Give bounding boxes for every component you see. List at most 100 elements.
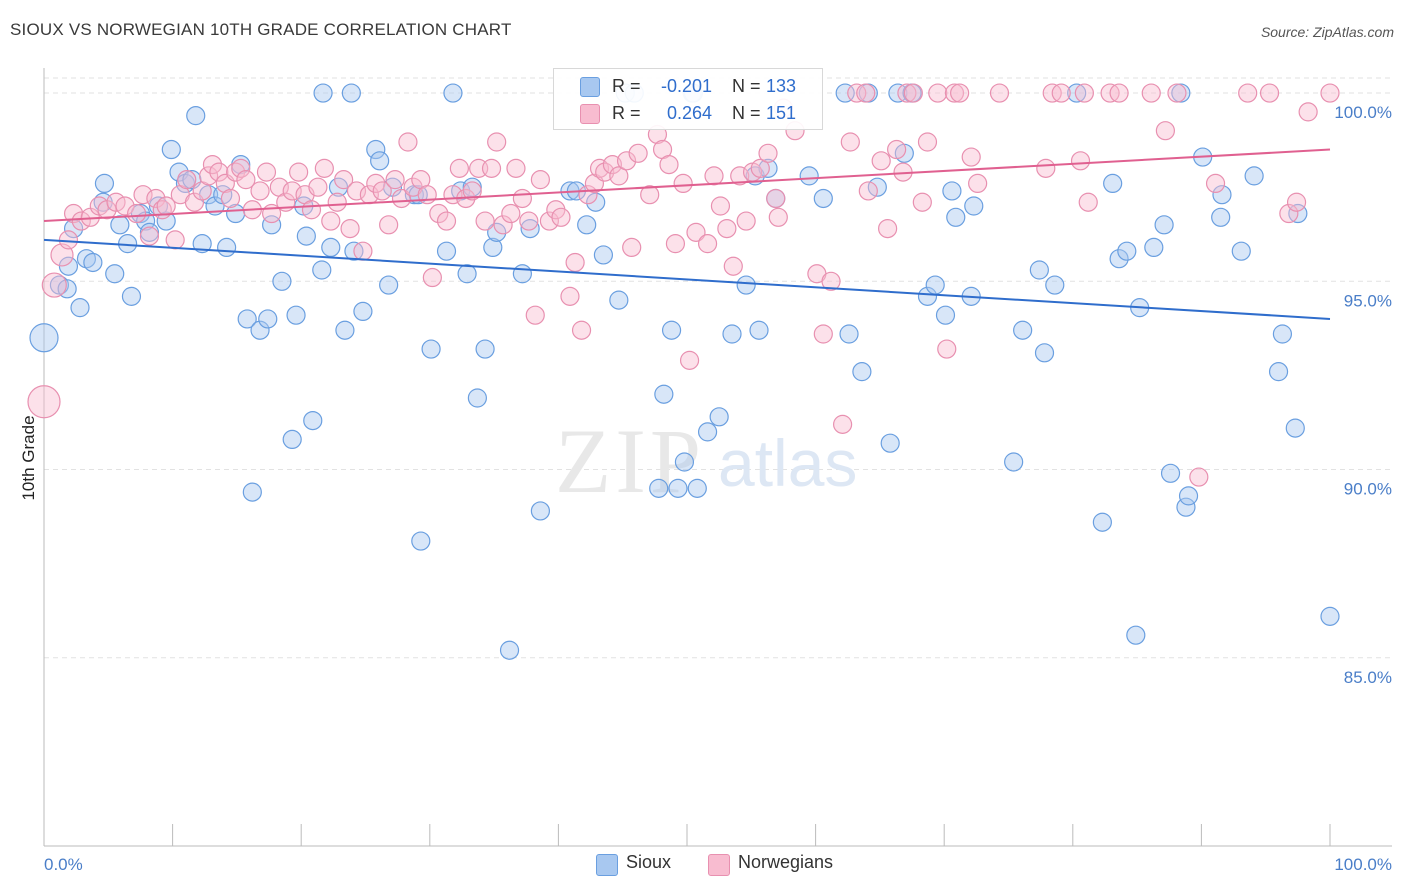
data-point-norwegians <box>717 218 737 239</box>
data-point-sioux <box>83 252 103 273</box>
data-point-sioux <box>709 407 729 427</box>
axes <box>43 68 1392 847</box>
data-point-norwegians <box>308 177 328 197</box>
data-point-norwegians <box>539 211 559 231</box>
data-point-norwegians <box>1286 192 1307 212</box>
data-point-sioux <box>313 83 333 103</box>
data-point-norwegians <box>833 414 853 434</box>
data-point-sioux <box>312 260 332 280</box>
data-point-sioux <box>609 290 629 310</box>
legend-swatch-norwegians <box>580 104 600 124</box>
data-point-norwegians <box>231 158 251 178</box>
data-point-sioux <box>499 640 520 660</box>
watermark-atlas: atlas <box>718 426 857 500</box>
data-point-norwegians <box>525 305 545 325</box>
data-point-norwegians <box>385 170 405 190</box>
data-point-norwegians <box>115 196 135 216</box>
x-tick-label: 100.0% <box>1334 855 1392 874</box>
data-point-sioux <box>1176 497 1196 517</box>
data-point-sioux <box>1045 275 1065 295</box>
data-point-sioux <box>1034 343 1055 363</box>
data-point-sioux <box>303 410 323 431</box>
data-point-norwegians <box>1109 83 1129 103</box>
data-point-sioux <box>1160 463 1181 483</box>
data-point-norwegians <box>1070 151 1091 171</box>
data-point-sioux <box>687 478 707 498</box>
data-point-norwegians <box>1189 467 1209 487</box>
data-point-sioux <box>1013 320 1033 340</box>
data-point-sioux <box>242 482 262 502</box>
data-point-norwegians <box>1320 83 1340 103</box>
data-point-norwegians <box>679 350 700 370</box>
data-point-norwegians <box>1036 158 1056 178</box>
data-point-norwegians <box>301 200 322 220</box>
data-point-norwegians <box>758 143 778 163</box>
legend-n-value: 133 <box>766 76 797 96</box>
data-point-norwegians <box>961 147 981 167</box>
data-point-norwegians <box>565 252 585 273</box>
data-point-norwegians <box>878 218 898 239</box>
data-point-norwegians <box>1167 83 1187 103</box>
data-point-sioux <box>353 301 373 322</box>
data-point-norwegians <box>27 385 61 419</box>
data-point-norwegians <box>917 132 938 152</box>
data-point-sioux <box>722 324 742 344</box>
data-point-norwegians <box>506 158 526 178</box>
data-point-norwegians <box>1051 83 1071 103</box>
legend-swatch-norwegians <box>708 854 730 876</box>
watermark: ZIP atlas <box>555 410 857 512</box>
data-point-sioux <box>186 106 206 126</box>
legend-r-value: 0.264 <box>666 103 712 123</box>
data-point-sioux <box>411 531 431 551</box>
data-point-sioux <box>105 264 125 284</box>
data-point-norwegians <box>622 237 642 258</box>
y-tick-labels: 100.0% 95.0% 90.0% 85.0% <box>1334 103 1392 687</box>
data-point-sioux <box>852 362 872 382</box>
data-point-norwegians <box>50 243 74 267</box>
data-point-sioux <box>942 181 962 201</box>
data-point-sioux <box>577 215 597 235</box>
legend-r-label: R = <box>612 103 641 123</box>
data-point-sioux <box>94 173 115 194</box>
data-point-sioux <box>282 429 302 450</box>
data-point-sioux <box>487 222 507 242</box>
data-point-norwegians <box>697 234 718 254</box>
data-point-sioux <box>258 309 278 329</box>
data-point-sioux <box>379 275 399 295</box>
data-point-sioux <box>835 83 855 103</box>
data-point-sioux <box>1178 486 1199 506</box>
data-point-norwegians <box>256 162 277 182</box>
data-point-sioux <box>593 245 614 265</box>
data-point-norwegians <box>209 162 229 182</box>
data-point-norwegians <box>766 188 786 209</box>
data-point-norwegians <box>989 83 1010 103</box>
data-point-norwegians <box>177 170 197 190</box>
data-point-sioux <box>1004 452 1024 472</box>
data-point-sioux <box>925 275 945 295</box>
data-point-norwegians <box>950 83 970 103</box>
data-point-sioux <box>758 158 778 178</box>
data-point-norwegians <box>665 234 686 254</box>
data-point-sioux <box>467 388 487 408</box>
data-point-norwegians <box>968 173 988 194</box>
data-point-norwegians <box>462 181 482 201</box>
data-point-sioux <box>520 218 540 239</box>
data-point-sioux <box>483 237 503 258</box>
legend-n-label: N = <box>732 76 761 96</box>
data-point-norwegians <box>165 230 185 250</box>
data-point-norwegians <box>391 188 412 209</box>
data-point-sioux <box>1126 625 1146 645</box>
data-point-sioux <box>649 478 669 498</box>
data-point-sioux <box>935 305 956 325</box>
legend-swatch-sioux <box>580 77 600 97</box>
data-point-norwegians <box>481 158 502 178</box>
data-point-sioux <box>262 215 282 235</box>
data-point-sioux <box>296 226 316 246</box>
data-point-norwegians <box>856 83 876 103</box>
data-point-norwegians <box>372 181 392 201</box>
y-tick-label: 85.0% <box>1344 668 1392 687</box>
data-point-sioux <box>674 452 695 472</box>
stats-legend: R = -0.201 N = 133 R = 0.264 N = 151 <box>553 68 823 130</box>
data-point-norwegians <box>429 203 449 224</box>
data-point-sioux <box>1268 362 1289 382</box>
